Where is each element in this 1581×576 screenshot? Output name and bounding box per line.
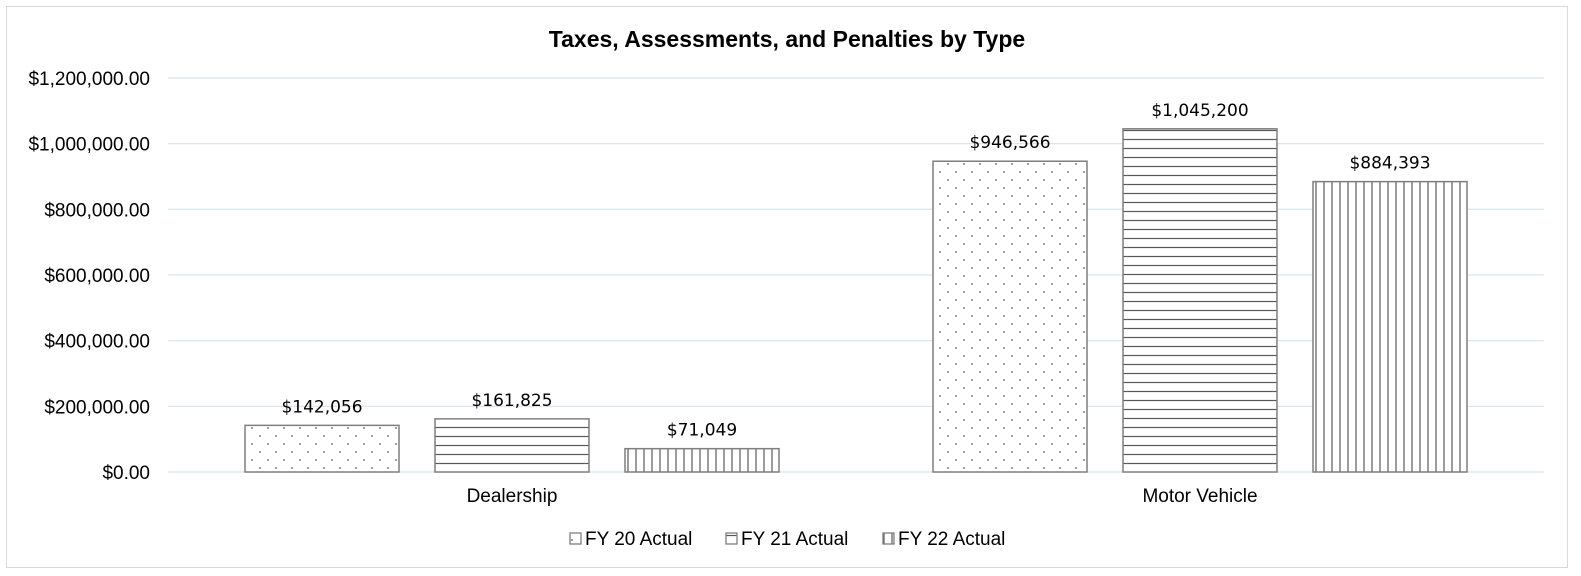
y-tick-label: $1,200,000.00 bbox=[28, 69, 150, 90]
legend-item: FY 20 Actual bbox=[569, 529, 692, 550]
legend-swatch bbox=[882, 532, 895, 545]
x-tick-label: Dealership bbox=[467, 486, 558, 507]
y-tick-label: $1,000,000.00 bbox=[28, 135, 150, 156]
legend-swatch bbox=[569, 532, 582, 545]
data-label: $142,056 bbox=[281, 397, 362, 417]
legend-item: FY 22 Actual bbox=[882, 529, 1005, 550]
legend-label: FY 21 Actual bbox=[741, 529, 848, 550]
bar-fy-21-actual-motor-vehicle bbox=[1122, 128, 1278, 473]
y-tick-label: $800,000.00 bbox=[44, 200, 150, 221]
y-tick-label: $200,000.00 bbox=[44, 397, 150, 418]
x-tick-label: Motor Vehicle bbox=[1142, 486, 1257, 507]
bars bbox=[244, 128, 1468, 473]
legend-label: FY 22 Actual bbox=[898, 529, 1005, 550]
y-tick-label: $400,000.00 bbox=[44, 332, 150, 353]
data-label: $946,566 bbox=[969, 133, 1050, 153]
y-axis-ticks: $0.00 $200,000.00 $400,000.00 $600,000.00 $8… bbox=[28, 69, 150, 484]
legend-label: FY 20 Actual bbox=[585, 529, 692, 550]
data-label: $71,049 bbox=[667, 421, 737, 441]
chart-title: Taxes, Assessments, and Penalties by Typ… bbox=[549, 26, 1025, 52]
data-label: $1,045,200 bbox=[1151, 101, 1248, 121]
bar-fy-22-actual-dealership bbox=[624, 447, 780, 473]
bar-fy-21-actual-dealership bbox=[434, 418, 590, 473]
legend: FY 20 Actual FY 21 Actual FY 22 Actual bbox=[569, 529, 1005, 550]
legend-swatch bbox=[725, 532, 738, 545]
x-axis-ticks: Dealership Motor Vehicle bbox=[467, 486, 1258, 507]
data-label: $161,825 bbox=[471, 391, 552, 411]
chart-frame bbox=[6, 6, 1568, 568]
y-tick-label: $0.00 bbox=[102, 463, 150, 484]
data-labels: $142,056 $161,825 $71,049 $946,566 $1,045,20… bbox=[281, 101, 1430, 441]
bar-fy-20-actual-motor-vehicle bbox=[932, 160, 1088, 473]
data-label: $884,393 bbox=[1349, 154, 1430, 174]
y-tick-label: $600,000.00 bbox=[44, 266, 150, 287]
legend-item: FY 21 Actual bbox=[725, 529, 848, 550]
bar-fy-22-actual-motor-vehicle bbox=[1312, 180, 1468, 473]
bar-fy-20-actual-dealership bbox=[244, 424, 400, 473]
